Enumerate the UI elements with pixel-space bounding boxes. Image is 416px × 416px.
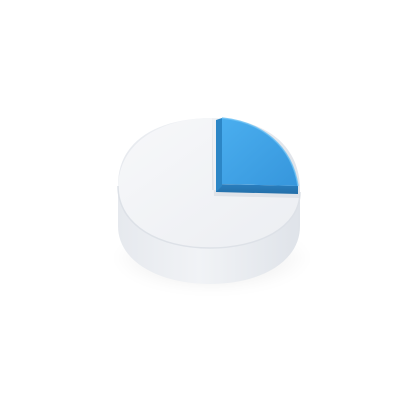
- highlighted-slice-side: [216, 184, 298, 194]
- highlighted-slice-rim: [221, 117, 299, 187]
- highlighted-slice-inner-wall: [216, 118, 222, 192]
- large-slice-edge: [117, 185, 301, 249]
- highlighted-slice-top: [222, 118, 298, 186]
- large-slice-top: [118, 118, 300, 248]
